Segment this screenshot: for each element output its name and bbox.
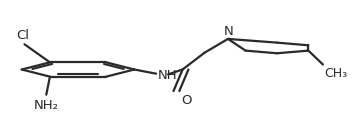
Text: Cl: Cl [16, 28, 29, 42]
Text: O: O [181, 94, 192, 107]
Text: NH₂: NH₂ [34, 99, 59, 112]
Text: CH₃: CH₃ [325, 67, 348, 80]
Text: NH: NH [158, 69, 178, 82]
Text: N: N [224, 24, 234, 38]
